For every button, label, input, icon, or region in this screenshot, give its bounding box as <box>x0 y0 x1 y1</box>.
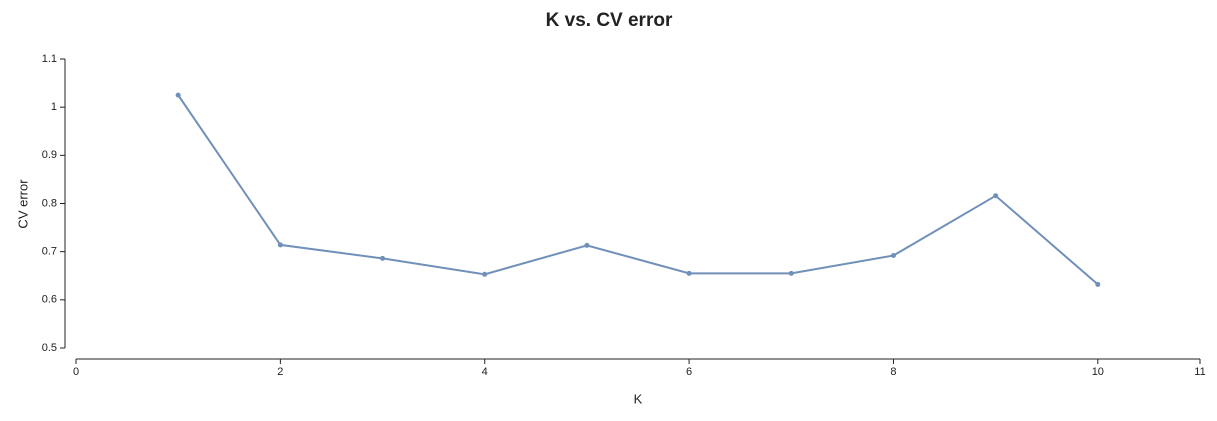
point <box>277 242 283 248</box>
point <box>788 270 794 276</box>
x-tick-label: 2 <box>277 366 283 378</box>
point <box>380 255 386 261</box>
y-axis-label: CV error <box>15 179 30 229</box>
x-tick-label: 8 <box>890 366 896 378</box>
y-tick-label: 1 <box>51 101 57 113</box>
point <box>1095 281 1101 287</box>
point <box>890 253 896 259</box>
x-tick-label: 0 <box>73 366 79 378</box>
point <box>175 92 181 98</box>
y-tick-label: 1.1 <box>42 53 57 65</box>
point <box>482 271 488 277</box>
y-tick-label: 0.8 <box>42 197 57 209</box>
point <box>686 270 692 276</box>
y-tick-label: 0.9 <box>42 149 57 161</box>
point <box>993 193 999 199</box>
x-tick-label: 10 <box>1092 366 1104 378</box>
x-tick-label: 4 <box>482 366 488 378</box>
y-tick-label: 0.5 <box>42 342 57 354</box>
x-axis-label: K <box>634 391 643 406</box>
line-series <box>177 94 1099 286</box>
x-tick-label: 6 <box>686 366 692 378</box>
chart-title: K vs. CV error <box>546 10 673 31</box>
y-tick-label: 0.7 <box>42 246 57 258</box>
point <box>584 242 590 248</box>
y-tick-label: 0.6 <box>42 294 57 306</box>
x-tick-label: 11 <box>1194 366 1205 378</box>
